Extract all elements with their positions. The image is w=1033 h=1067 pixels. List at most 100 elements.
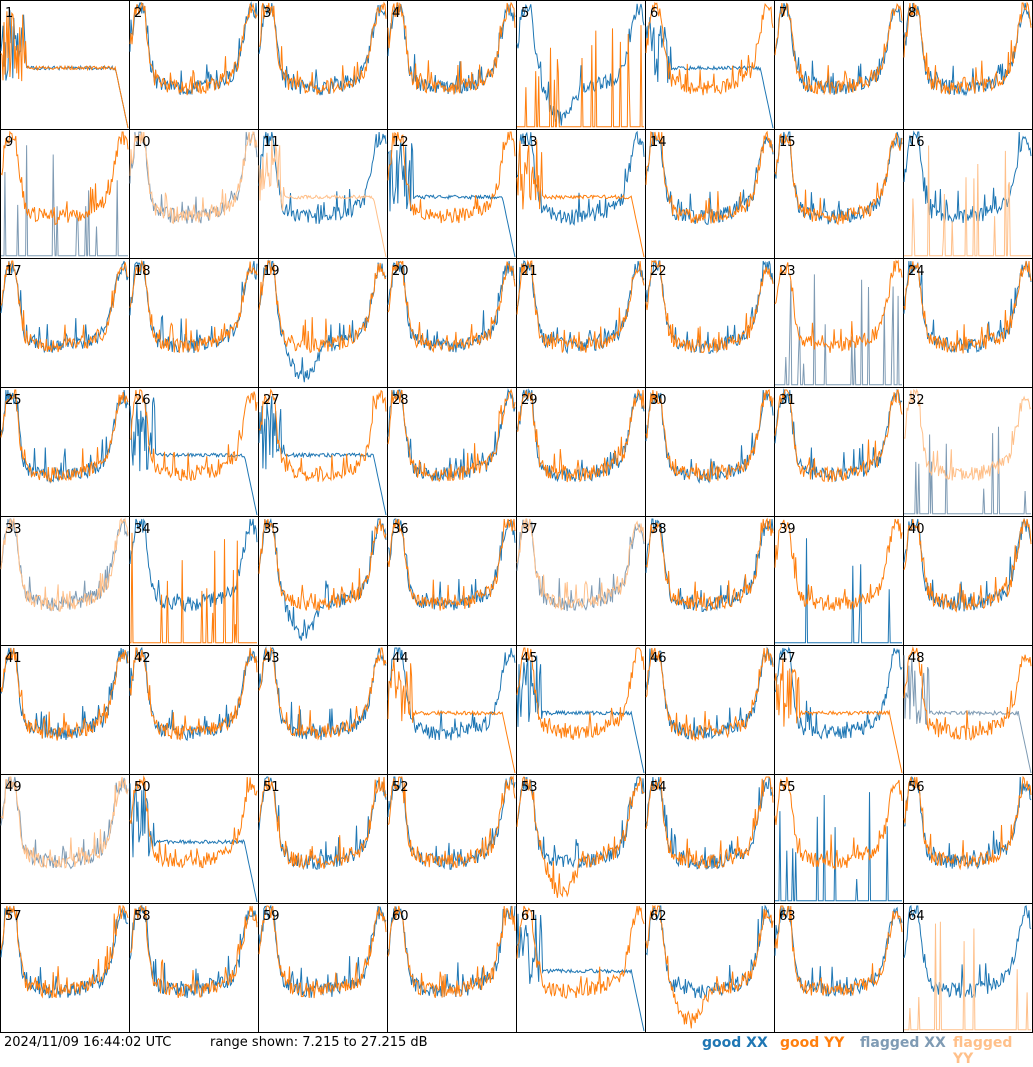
panel-5: 5 [516, 0, 646, 130]
panel-61: 61 [516, 903, 646, 1033]
trace-yy-28 [387, 388, 516, 483]
panel-label: 23 [779, 264, 796, 279]
trace-yy-25 [0, 389, 129, 483]
panel-55: 55 [774, 774, 904, 904]
panel-label: 7 [779, 6, 787, 21]
panel-51: 51 [258, 774, 388, 904]
panel-34: 34 [129, 516, 259, 646]
panel-label: 60 [392, 909, 409, 924]
panel-16: 16 [903, 129, 1033, 259]
trace-yy-24 [903, 260, 1032, 354]
panel-label: 37 [521, 522, 538, 537]
panel-54: 54 [645, 774, 775, 904]
panel-label: 47 [779, 651, 796, 666]
trace-yy-56 [903, 775, 1032, 871]
panel-label: 20 [392, 264, 409, 279]
trace-yy-58 [129, 904, 258, 999]
trace-yy-50 [129, 775, 258, 869]
trace-yy-10 [129, 130, 258, 225]
panel-46: 46 [645, 645, 775, 775]
panel-frame [645, 0, 775, 130]
panel-label: 45 [521, 651, 538, 666]
legend-good-xx: good XX [702, 1035, 768, 1051]
trace-xx-13 [516, 130, 645, 226]
panel-label: 14 [650, 135, 667, 150]
panel-label: 13 [521, 135, 538, 150]
trace-xx-3 [258, 2, 387, 96]
panel-42: 42 [129, 645, 259, 775]
panel-label: 35 [263, 522, 280, 537]
panel-label: 49 [5, 780, 22, 795]
panel-label: 52 [392, 780, 409, 795]
panel-frame [516, 387, 646, 517]
trace-yy-12 [387, 131, 516, 224]
panel-label: 21 [521, 264, 538, 279]
panel-50: 50 [129, 774, 259, 904]
panel-label: 55 [779, 780, 796, 795]
range-label: range shown: 7.215 to 27.215 dB [210, 1035, 428, 1050]
trace-yy-1 [0, 11, 129, 129]
trace-yy-30 [645, 389, 774, 483]
panel-label: 10 [134, 135, 151, 150]
trace-yy-32 [903, 388, 1032, 481]
panel-label: 22 [650, 264, 667, 279]
panel-label: 29 [521, 393, 538, 408]
trace-yy-2 [129, 1, 258, 96]
panel-59: 59 [258, 903, 388, 1033]
trace-yy-34 [130, 532, 257, 644]
trace-xx-34 [129, 518, 258, 613]
trace-yy-38 [645, 517, 774, 612]
panel-frame [387, 0, 517, 130]
panel-frame [516, 516, 646, 646]
trace-yy-47 [774, 658, 903, 774]
panel-30: 30 [645, 387, 775, 517]
trace-xx-41 [0, 647, 129, 740]
trace-yy-63 [774, 905, 903, 997]
panel-19: 19 [258, 258, 388, 388]
panel-17: 17 [0, 258, 130, 388]
panel-label: 62 [650, 909, 667, 924]
panel-6: 6 [645, 0, 775, 130]
trace-yy-29 [516, 388, 645, 483]
panel-29: 29 [516, 387, 646, 517]
footer: 2024/11/09 16:44:02 UTC range shown: 7.2… [0, 1033, 1033, 1067]
panel-40: 40 [903, 516, 1033, 646]
trace-yy-36 [387, 518, 516, 611]
panel-1: 1 [0, 0, 130, 130]
trace-yy-49 [0, 776, 129, 869]
panel-33: 33 [0, 516, 130, 646]
trace-xx-26 [129, 397, 258, 516]
trace-yy-48 [903, 646, 1032, 741]
panel-label: 50 [134, 780, 151, 795]
panel-label: 8 [908, 6, 916, 21]
trace-xx-22 [645, 260, 774, 354]
panel-47: 47 [774, 645, 904, 775]
panel-15: 15 [774, 129, 904, 259]
trace-xx-19 [258, 259, 387, 383]
panel-53: 53 [516, 774, 646, 904]
trace-yy-64 [904, 921, 1031, 1031]
panel-2: 2 [129, 0, 259, 130]
trace-yy-6 [645, 1, 774, 96]
trace-yy-37 [516, 518, 645, 611]
panel-48: 48 [903, 645, 1033, 775]
panel-36: 36 [387, 516, 517, 646]
panel-44: 44 [387, 645, 517, 775]
trace-yy-40 [903, 518, 1032, 613]
trace-yy-53 [516, 775, 645, 898]
panel-label: 2 [134, 6, 142, 21]
panel-49: 49 [0, 774, 130, 904]
panel-label: 40 [908, 522, 925, 537]
trace-xx-9 [1, 145, 128, 257]
panel-25: 25 [0, 387, 130, 517]
trace-yy-31 [774, 389, 903, 483]
trace-yy-3 [258, 1, 387, 95]
panel-label: 38 [650, 522, 667, 537]
trace-yy-17 [0, 260, 129, 353]
panel-label: 28 [392, 393, 409, 408]
panel-label: 31 [779, 393, 796, 408]
trace-yy-55 [774, 776, 903, 870]
trace-yy-39 [774, 518, 903, 611]
trace-yy-19 [258, 259, 387, 354]
